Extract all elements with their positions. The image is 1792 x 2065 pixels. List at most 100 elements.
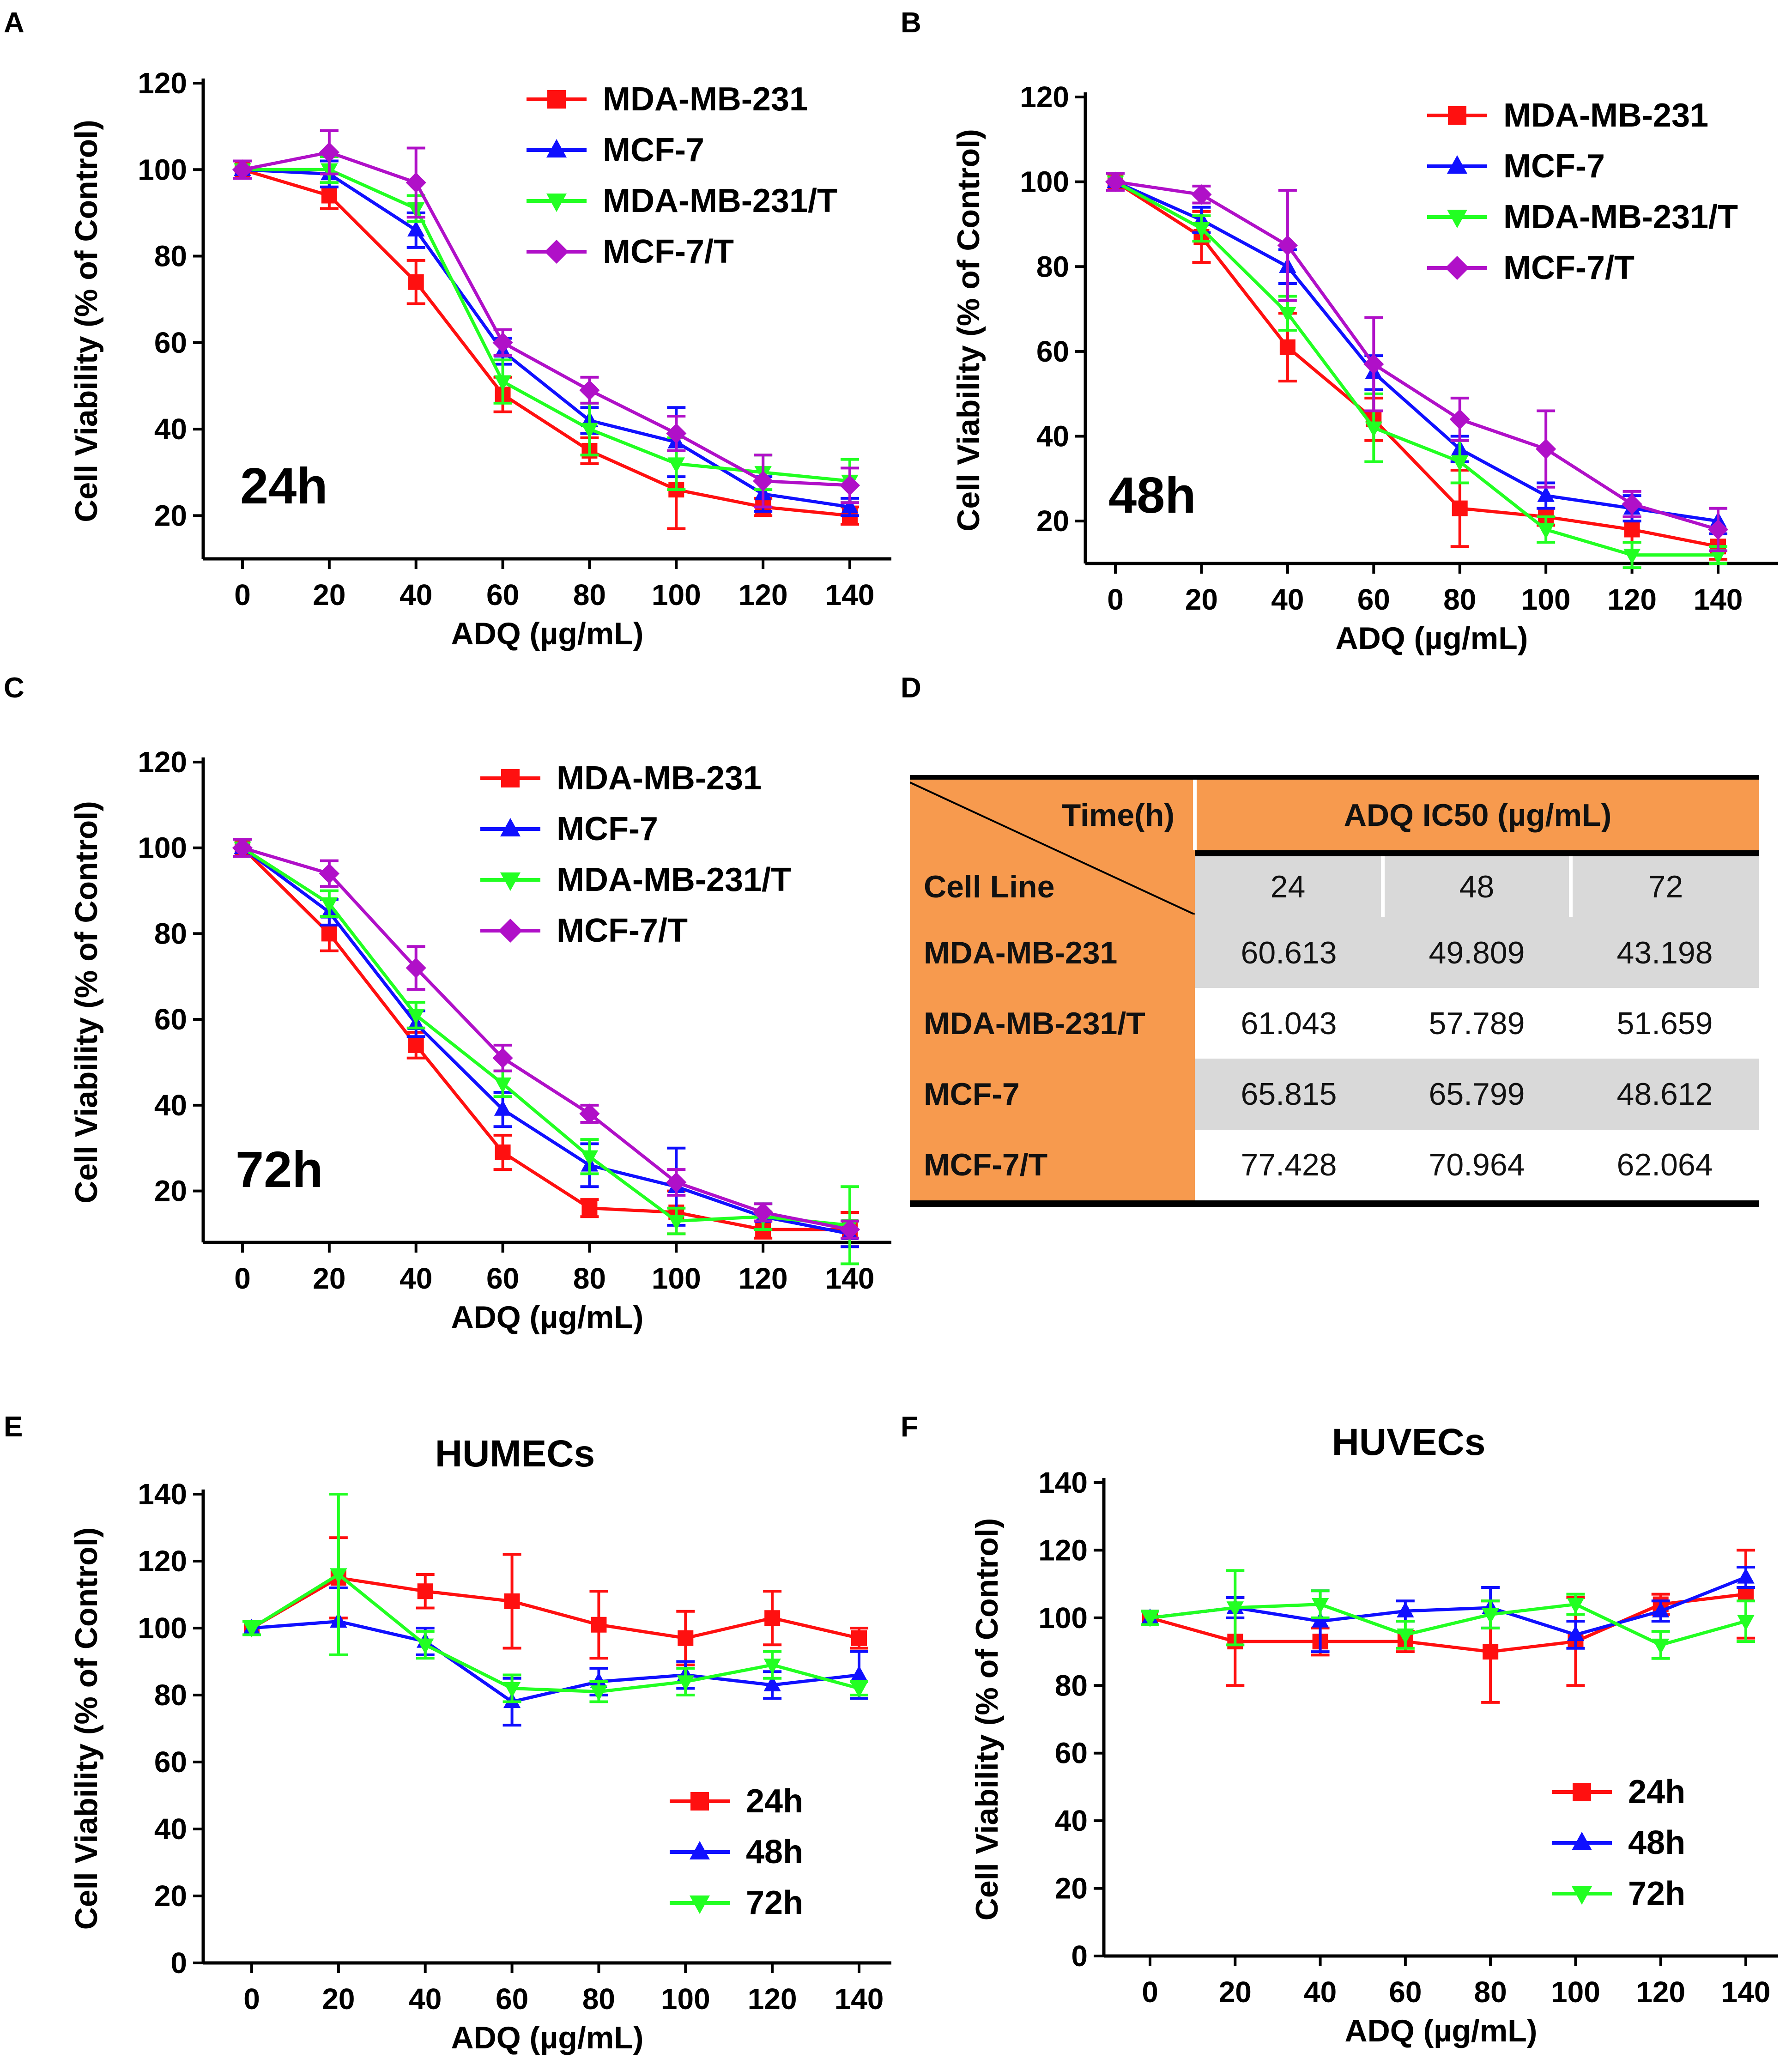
data-point bbox=[666, 1172, 687, 1193]
data-point bbox=[581, 1200, 598, 1216]
table-cell: 65.799 bbox=[1383, 1059, 1571, 1130]
data-point bbox=[763, 1659, 781, 1675]
chart-title: HUVECs bbox=[1332, 1421, 1486, 1463]
data-point bbox=[494, 375, 512, 391]
data-point bbox=[319, 142, 339, 163]
y-tick-label: 60 bbox=[154, 1745, 187, 1779]
legend-swatch-marker bbox=[690, 1792, 709, 1811]
panel-letter-c: C bbox=[4, 672, 24, 704]
legend-label: MDA-MB-231 bbox=[1503, 97, 1708, 134]
data-point bbox=[1277, 235, 1298, 256]
y-tick-label: 60 bbox=[154, 326, 187, 359]
x-tick-label: 100 bbox=[1521, 583, 1571, 616]
x-tick-label: 40 bbox=[1304, 1975, 1337, 2009]
panel-letter-a: A bbox=[4, 7, 24, 39]
x-tick-label: 120 bbox=[748, 1982, 797, 2016]
legend-label: 24h bbox=[1628, 1774, 1685, 1811]
legend-label: MDA-MB-231/T bbox=[603, 182, 837, 219]
series-mda-mb-231-t bbox=[233, 838, 859, 1266]
data-point bbox=[1622, 494, 1642, 515]
x-tick-label: 120 bbox=[739, 1262, 788, 1295]
data-point bbox=[579, 1103, 600, 1124]
chart-panel-a: 20 40 60 80 100 120 0 20 40 60 80 100 120 140 ADQ (µg/… bbox=[69, 67, 891, 651]
legend-label: MDA-MB-231/T bbox=[557, 861, 791, 898]
series-line bbox=[242, 168, 850, 509]
chart-panel-f: 0 20 40 60 80 100 120 140 0 20 40 60 80 100 120 140 ADQ … bbox=[969, 1421, 1778, 2048]
x-tick-label: 0 bbox=[243, 1982, 260, 2016]
table-cell: 51.659 bbox=[1571, 988, 1759, 1059]
data-point bbox=[494, 1077, 512, 1093]
data-point bbox=[504, 1593, 520, 1609]
x-tick-label: 80 bbox=[1443, 583, 1476, 616]
data-point bbox=[417, 1638, 434, 1654]
data-point bbox=[1193, 222, 1211, 238]
x-tick-label: 140 bbox=[825, 1262, 875, 1295]
y-tick-label: 80 bbox=[154, 917, 187, 950]
data-point bbox=[321, 897, 338, 913]
data-point bbox=[1311, 1598, 1329, 1614]
legend: 24h 48h 72h bbox=[670, 1783, 803, 1921]
x-tick-label: 20 bbox=[1219, 1975, 1252, 2009]
data-point bbox=[579, 380, 600, 400]
y-axis-title: Cell Viability (% of Control) bbox=[69, 120, 104, 522]
table-cell: 62.064 bbox=[1571, 1129, 1759, 1200]
y-axis-title: Cell Viability (% of Control) bbox=[69, 801, 104, 1203]
table-cell: 77.428 bbox=[1195, 1129, 1383, 1200]
y-tick-label: 100 bbox=[1038, 1601, 1088, 1635]
x-tick-label: 20 bbox=[1185, 583, 1218, 616]
data-point bbox=[321, 188, 337, 204]
table-cell: 61.043 bbox=[1195, 988, 1383, 1059]
data-point bbox=[1452, 500, 1468, 516]
y-tick-label: 0 bbox=[1071, 1939, 1088, 1973]
data-point bbox=[1652, 1638, 1670, 1654]
data-point bbox=[1567, 1598, 1585, 1614]
y-tick-label: 120 bbox=[138, 67, 187, 100]
y-tick-label: 20 bbox=[154, 1879, 187, 1913]
legend-swatch-marker bbox=[546, 194, 567, 212]
panel-letter-d: D bbox=[901, 672, 921, 704]
legend-label: MCF-7/T bbox=[557, 912, 688, 949]
legend-swatch-marker bbox=[1572, 1832, 1592, 1850]
time-annotation: 24h bbox=[240, 458, 328, 515]
legend-swatch-marker bbox=[500, 818, 521, 836]
y-tick-label: 40 bbox=[154, 1812, 187, 1846]
table-row: MDA-MB-231/T 61.043 57.789 51.659 bbox=[910, 988, 1759, 1059]
data-point bbox=[667, 457, 685, 473]
data-point bbox=[407, 220, 425, 236]
x-tick-label: 20 bbox=[322, 1982, 355, 2016]
series-72h bbox=[242, 1493, 868, 1703]
legend-swatch-marker bbox=[546, 139, 567, 157]
data-point bbox=[321, 926, 337, 942]
y-axis-title: Cell Viability (% of Control) bbox=[969, 1518, 1005, 1920]
data-point bbox=[850, 1665, 868, 1682]
data-point bbox=[408, 274, 424, 290]
table-cell: 48.612 bbox=[1571, 1059, 1759, 1130]
chart-panel-b: 20 40 60 80 100 120 0 20 40 60 80 100 120 140 ADQ (µg/… bbox=[951, 80, 1778, 656]
x-tick-label: 40 bbox=[409, 1982, 442, 2016]
panel-letter-f: F bbox=[901, 1411, 918, 1443]
legend: MDA-MB-231 MCF-7 MDA-MB-231/T MCF-7/T bbox=[527, 81, 837, 270]
y-tick-label: 80 bbox=[1036, 250, 1069, 283]
series-line bbox=[242, 168, 850, 483]
legend-swatch-marker bbox=[545, 240, 569, 264]
data-point bbox=[1363, 354, 1384, 375]
series-line bbox=[241, 847, 850, 1231]
chart-title: HUMECs bbox=[435, 1433, 595, 1475]
y-tick-label: 20 bbox=[1055, 1872, 1088, 1905]
y-tick-label: 80 bbox=[1055, 1669, 1088, 1702]
x-tick-label: 20 bbox=[313, 578, 345, 612]
column-header-48: 48 bbox=[1381, 856, 1571, 918]
y-tick-label: 120 bbox=[138, 1544, 187, 1578]
x-tick-label: 100 bbox=[652, 578, 701, 612]
legend: 24h 48h 72h bbox=[1552, 1774, 1685, 1912]
data-point bbox=[417, 1583, 433, 1599]
data-point bbox=[841, 497, 859, 514]
data-point bbox=[1397, 1628, 1414, 1644]
row-label: MDA-MB-231 bbox=[910, 917, 1195, 988]
y-tick-label: 40 bbox=[154, 1089, 187, 1122]
table-cell: 60.613 bbox=[1195, 917, 1383, 988]
panel-letter-e: E bbox=[4, 1411, 23, 1443]
x-tick-label: 0 bbox=[234, 578, 251, 612]
data-point bbox=[492, 332, 513, 353]
data-point bbox=[1482, 1608, 1499, 1624]
